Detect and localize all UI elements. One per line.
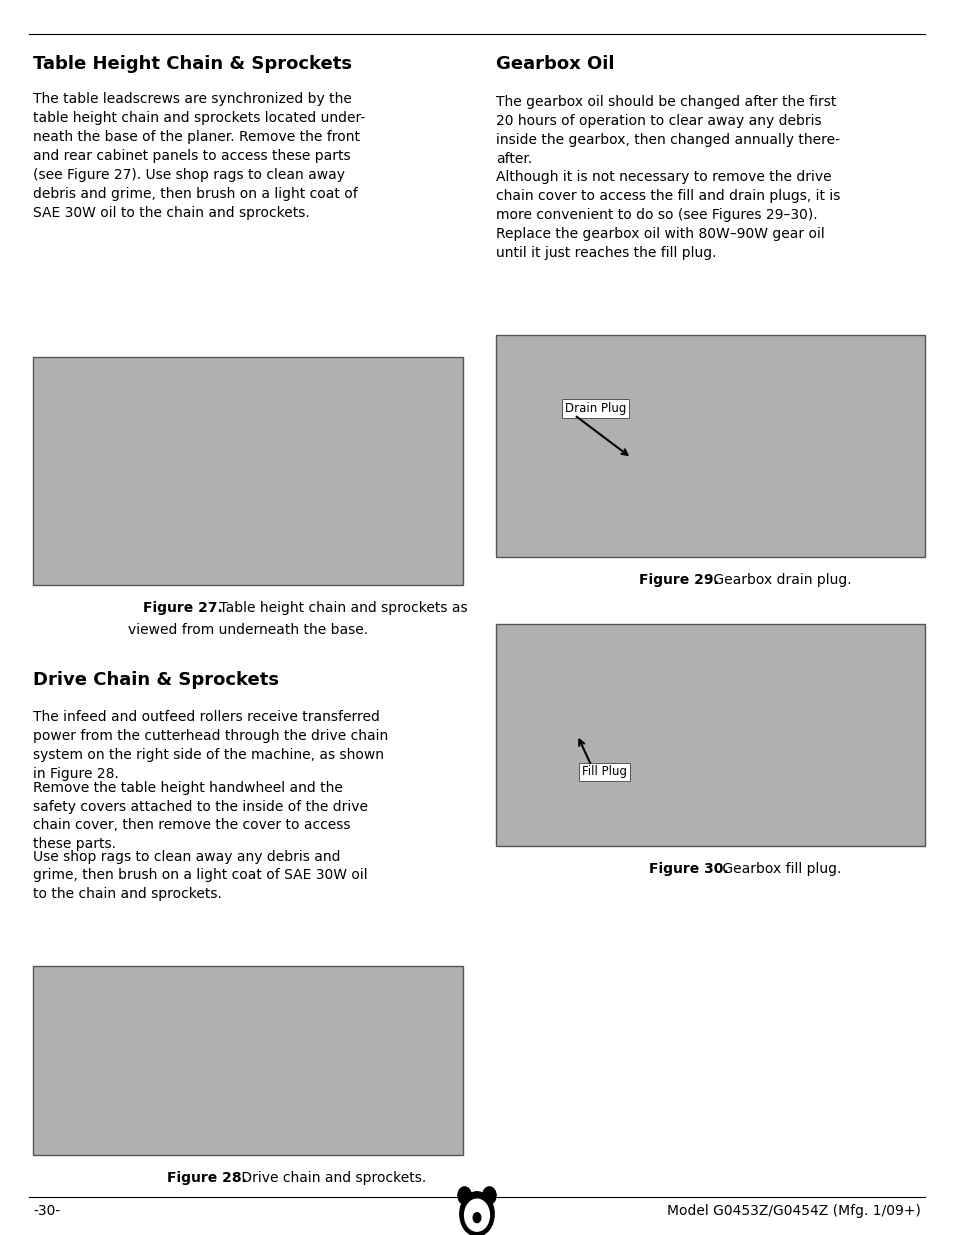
Text: Gearbox drain plug.: Gearbox drain plug. bbox=[708, 573, 851, 587]
Circle shape bbox=[473, 1213, 480, 1223]
Text: Drive Chain & Sprockets: Drive Chain & Sprockets bbox=[33, 671, 279, 689]
Text: Figure 29.: Figure 29. bbox=[639, 573, 719, 587]
Text: Table Height Chain & Sprockets: Table Height Chain & Sprockets bbox=[33, 56, 352, 73]
FancyBboxPatch shape bbox=[496, 624, 924, 846]
Text: Drain Plug: Drain Plug bbox=[564, 403, 625, 415]
Text: Gearbox fill plug.: Gearbox fill plug. bbox=[718, 862, 841, 876]
Text: viewed from underneath the base.: viewed from underneath the base. bbox=[128, 622, 368, 637]
Text: Figure 27.: Figure 27. bbox=[143, 600, 223, 615]
Text: Use shop rags to clean away any debris and
grime, then brush on a light coat of : Use shop rags to clean away any debris a… bbox=[33, 850, 368, 902]
Circle shape bbox=[464, 1199, 489, 1231]
Text: Figure 30.: Figure 30. bbox=[648, 862, 727, 876]
Text: Model G0453Z/G0454Z (Mfg. 1/09+): Model G0453Z/G0454Z (Mfg. 1/09+) bbox=[666, 1204, 920, 1218]
Text: The table leadscrews are synchronized by the
table height chain and sprockets lo: The table leadscrews are synchronized by… bbox=[33, 93, 365, 220]
Text: Figure 28.: Figure 28. bbox=[167, 1171, 247, 1184]
FancyBboxPatch shape bbox=[33, 967, 462, 1155]
Text: Remove the table height handwheel and the
safety covers attached to the inside o: Remove the table height handwheel and th… bbox=[33, 781, 368, 851]
Circle shape bbox=[459, 1192, 494, 1235]
Text: Drive chain and sprockets.: Drive chain and sprockets. bbox=[236, 1171, 425, 1184]
Text: Although it is not necessary to remove the drive
chain cover to access the fill : Although it is not necessary to remove t… bbox=[496, 170, 840, 259]
Text: Gearbox Oil: Gearbox Oil bbox=[496, 56, 614, 73]
Circle shape bbox=[457, 1187, 471, 1204]
Text: Fill Plug: Fill Plug bbox=[581, 766, 626, 778]
Text: The infeed and outfeed rollers receive transferred
power from the cutterhead thr: The infeed and outfeed rollers receive t… bbox=[33, 710, 388, 782]
FancyBboxPatch shape bbox=[33, 357, 462, 585]
Text: Table height chain and sprockets as: Table height chain and sprockets as bbox=[214, 600, 467, 615]
Circle shape bbox=[482, 1187, 496, 1204]
Text: The gearbox oil should be changed after the first
20 hours of operation to clear: The gearbox oil should be changed after … bbox=[496, 95, 840, 165]
Text: -30-: -30- bbox=[33, 1204, 61, 1218]
FancyBboxPatch shape bbox=[496, 335, 924, 557]
